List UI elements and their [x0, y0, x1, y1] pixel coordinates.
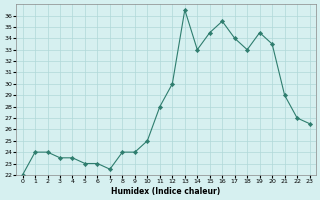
- X-axis label: Humidex (Indice chaleur): Humidex (Indice chaleur): [111, 187, 221, 196]
